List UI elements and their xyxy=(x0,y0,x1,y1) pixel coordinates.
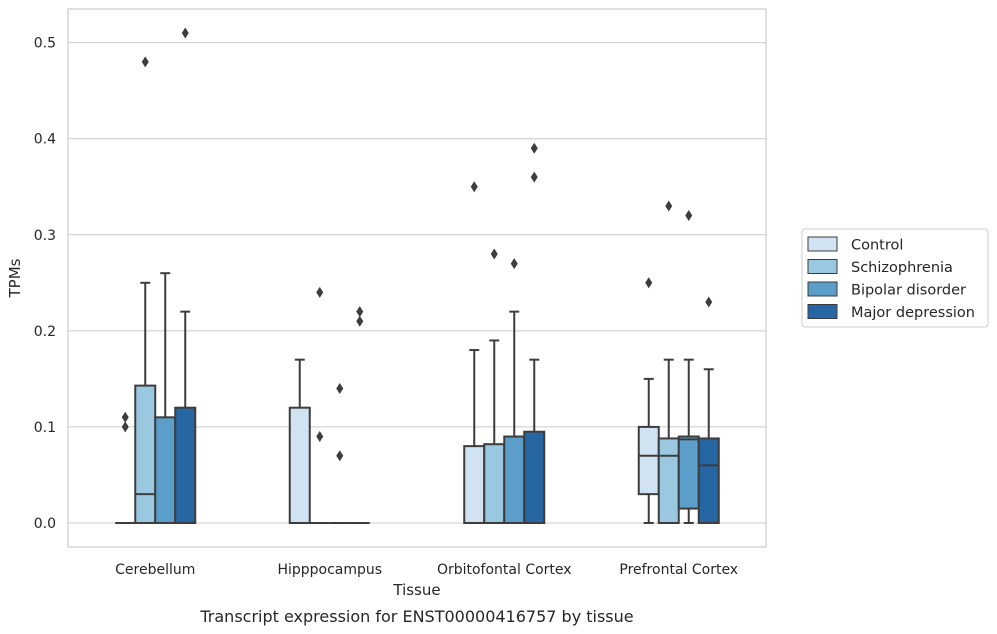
box xyxy=(134,384,157,524)
legend: Control Schizophrenia Bipolar disorder Majo… xyxy=(801,228,989,328)
legend-label: Control xyxy=(851,238,903,254)
box xyxy=(503,435,526,524)
y-axis-ticks: 0.0 0.1 0.2 0.3 0.4 0.5 xyxy=(34,36,56,532)
plot-frame xyxy=(67,8,767,548)
box-group xyxy=(503,258,526,524)
box xyxy=(463,445,486,524)
box-group xyxy=(657,200,680,524)
y-tick-label: 0.5 xyxy=(34,36,56,52)
x-tick-label: Prefrontal Cortex xyxy=(619,562,738,578)
x-tick-label: Hipppocampus xyxy=(277,562,382,578)
outlier-point xyxy=(121,421,129,433)
legend-frame xyxy=(801,228,989,328)
outlier-point xyxy=(530,171,538,183)
box-group xyxy=(115,411,136,524)
box-group xyxy=(523,142,546,524)
box xyxy=(677,435,700,510)
outlier-point xyxy=(470,181,478,193)
box-group xyxy=(483,248,506,524)
box-group xyxy=(349,306,370,524)
box-group xyxy=(288,358,311,524)
box-group xyxy=(637,277,660,524)
x-tick-label: Orbitofontal Cortex xyxy=(437,562,572,578)
box xyxy=(637,425,660,496)
outlier-point xyxy=(490,248,498,260)
x-tick-label: Cerebellum xyxy=(115,562,195,578)
outlier-point xyxy=(530,142,538,154)
legend-swatch xyxy=(807,259,838,274)
box xyxy=(523,430,546,524)
y-tick-label: 0.2 xyxy=(34,324,56,340)
outlier-point xyxy=(121,411,129,423)
box-group xyxy=(463,181,486,524)
outlier-point xyxy=(685,210,693,222)
y-tick-label: 0.4 xyxy=(34,132,56,148)
outlier-point xyxy=(316,286,324,298)
legend-label: Bipolar disorder xyxy=(851,283,966,299)
box-group xyxy=(154,272,177,524)
box xyxy=(657,437,680,524)
outlier-point xyxy=(705,296,713,308)
y-tick-label: 0.1 xyxy=(34,420,56,436)
box-group xyxy=(697,296,720,524)
legend-swatch xyxy=(807,304,838,319)
box xyxy=(154,416,177,524)
outlier-point xyxy=(141,56,149,68)
box-group xyxy=(134,56,157,524)
box-group xyxy=(309,286,330,524)
outlier-point xyxy=(336,382,344,394)
y-axis-title: TPMs xyxy=(6,258,24,298)
box-group xyxy=(677,210,700,524)
legend-label: Major depression xyxy=(851,305,975,321)
outlier-point xyxy=(665,200,673,212)
box xyxy=(174,406,197,524)
box-plot-area xyxy=(115,27,720,524)
outlier-point xyxy=(316,431,324,443)
outlier-point xyxy=(356,306,364,318)
box-group xyxy=(174,27,197,524)
y-tick-label: 0.3 xyxy=(34,228,56,244)
figure-caption: Transcript expression for ENST0000041675… xyxy=(199,607,633,626)
legend-swatch xyxy=(807,236,838,252)
box xyxy=(483,443,506,524)
box xyxy=(697,437,720,524)
y-tick-label: 0.0 xyxy=(34,516,56,532)
outlier-point xyxy=(336,450,344,462)
box xyxy=(288,406,311,524)
x-axis-ticks: Cerebellum Hipppocampus Orbitofontal Corte… xyxy=(115,562,738,578)
outlier-point xyxy=(181,27,189,39)
outlier-point xyxy=(356,315,364,327)
outlier-point xyxy=(645,277,653,289)
legend-swatch xyxy=(807,281,838,297)
box-group xyxy=(329,382,350,524)
x-axis-title: Tissue xyxy=(392,581,440,599)
legend-label: Schizophrenia xyxy=(851,260,953,276)
outlier-point xyxy=(510,258,518,270)
